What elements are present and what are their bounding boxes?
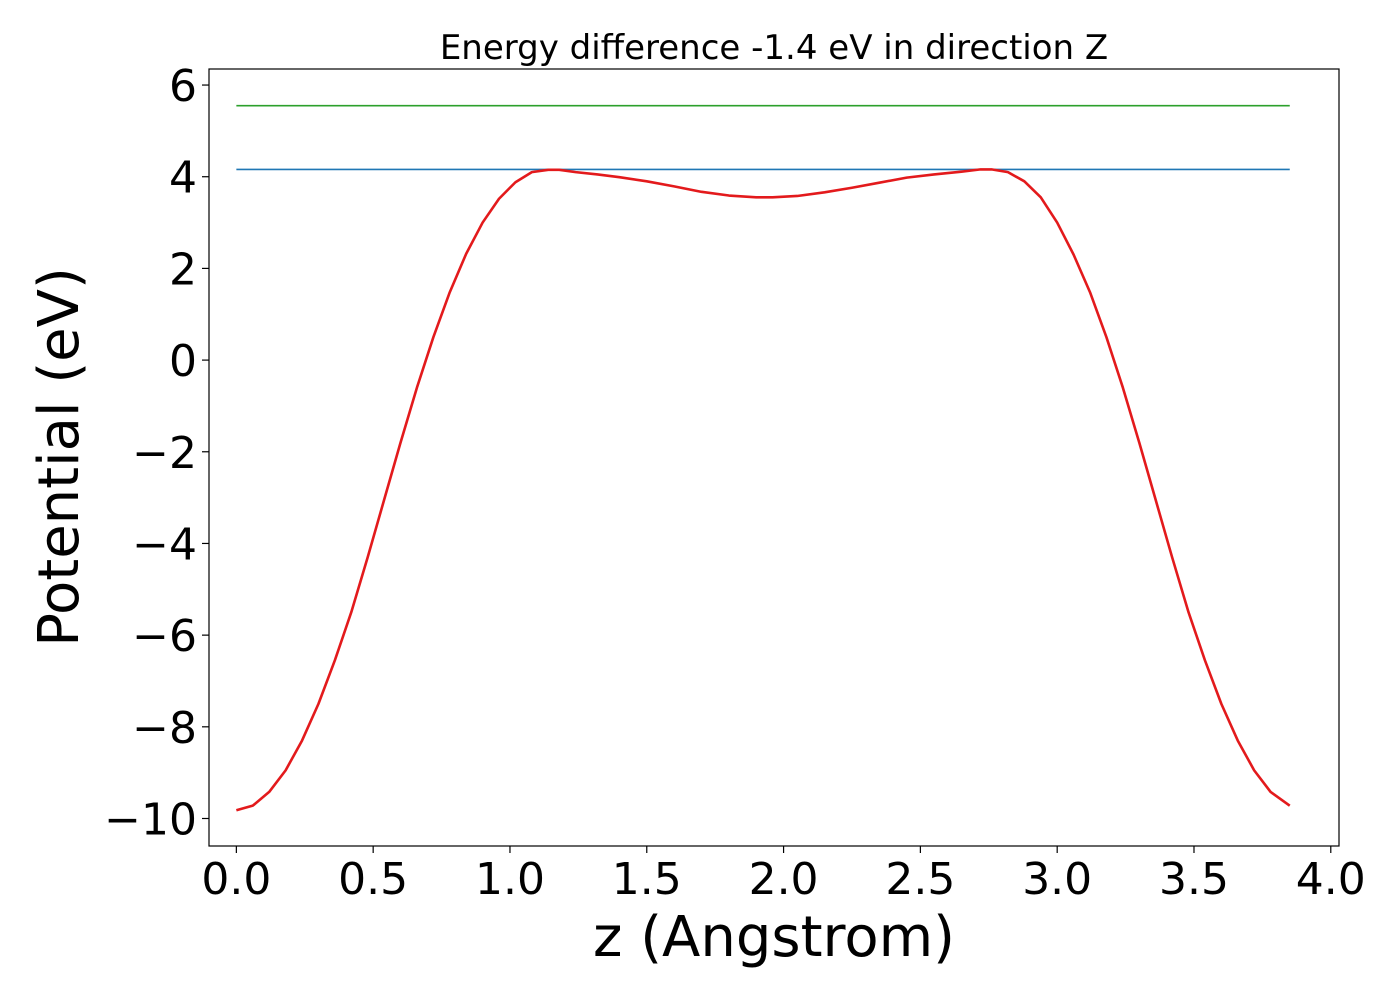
axes-frame (208, 68, 1340, 847)
y-tick-label: −4 (132, 519, 197, 570)
x-tick-label: 2.0 (749, 854, 819, 905)
y-tick-label: 4 (169, 153, 197, 204)
x-tick-label: 0.5 (338, 854, 408, 905)
y-axis-title: Potential (eV) (27, 267, 92, 647)
x-tick-label: 1.5 (612, 854, 682, 905)
chart-title: Energy difference -1.4 eV in direction Z (440, 28, 1108, 68)
series-layer (236, 104, 1291, 812)
y-tick-label: −8 (132, 703, 197, 754)
x-tick-label: 3.0 (1022, 854, 1092, 905)
y-tick-label: 0 (169, 336, 197, 387)
series-line-2 (236, 168, 1291, 812)
y-axis: 6 4 2 0 −2 −4 −6 −8 −10 (104, 61, 209, 845)
y-tick-label: −2 (132, 428, 197, 479)
x-tick-label: 1.0 (475, 854, 545, 905)
x-axis: 0.0 0.5 1.0 1.5 2.0 2.5 3.0 3.5 4.0 (201, 846, 1366, 905)
x-tick-label: 0.0 (201, 854, 271, 905)
y-tick-label: 6 (169, 61, 197, 112)
y-tick-label: 2 (169, 244, 197, 295)
x-tick-label: 3.5 (1159, 854, 1229, 905)
x-tick-label: 4.0 (1296, 854, 1366, 905)
y-tick-label: −6 (132, 611, 197, 662)
x-axis-title: z (Angstrom) (593, 905, 955, 970)
x-tick-label: 2.5 (885, 854, 955, 905)
y-tick-label: −10 (104, 794, 197, 845)
